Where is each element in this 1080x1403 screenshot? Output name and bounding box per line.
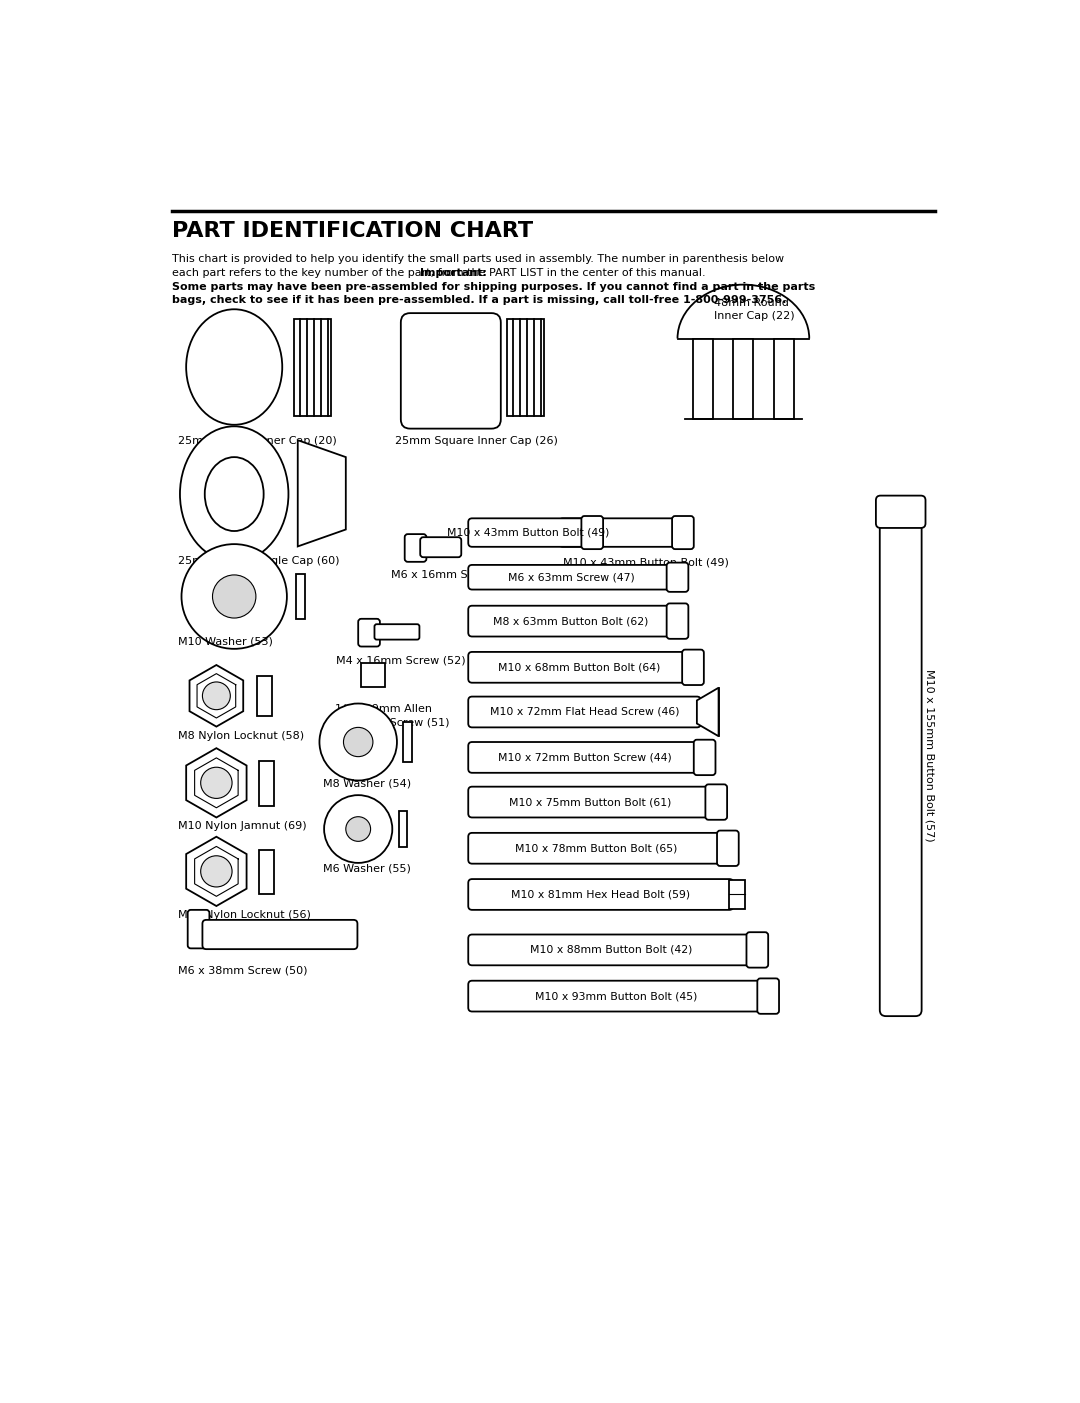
Ellipse shape (213, 575, 256, 619)
Text: M6 x 16mm Screw (48): M6 x 16mm Screw (48) (391, 570, 521, 579)
Bar (693, 338, 713, 419)
Text: M4 x 16mm Screw (52): M4 x 16mm Screw (52) (337, 655, 467, 666)
Text: Head Set Screw (51): Head Set Screw (51) (335, 717, 449, 727)
Bar (259, 762, 273, 805)
FancyBboxPatch shape (469, 518, 589, 547)
FancyBboxPatch shape (581, 516, 603, 549)
Text: M10 x 43mm Button Bolt (49): M10 x 43mm Button Bolt (49) (563, 558, 729, 568)
FancyBboxPatch shape (469, 833, 724, 864)
FancyBboxPatch shape (705, 784, 727, 819)
FancyBboxPatch shape (359, 619, 380, 647)
Polygon shape (186, 748, 246, 818)
FancyBboxPatch shape (683, 650, 704, 685)
Bar (773, 338, 794, 419)
Bar (729, 880, 745, 909)
Polygon shape (697, 687, 718, 737)
Text: M10 x 78mm Button Bolt (65): M10 x 78mm Button Bolt (65) (515, 843, 677, 853)
Bar (257, 676, 272, 716)
Text: M6 Washer (55): M6 Washer (55) (323, 864, 410, 874)
Text: Inner Cap (22): Inner Cap (22) (714, 311, 795, 321)
Bar (403, 723, 411, 762)
Bar (507, 318, 544, 415)
FancyBboxPatch shape (188, 911, 210, 948)
FancyBboxPatch shape (469, 742, 701, 773)
Text: M10 x 75mm Button Bolt (61): M10 x 75mm Button Bolt (61) (509, 797, 672, 807)
Ellipse shape (320, 703, 397, 780)
Text: M10 x 72mm Button Screw (44): M10 x 72mm Button Screw (44) (498, 752, 672, 762)
Text: bags, check to see if it has been pre-assembled. If a part is missing, call toll: bags, check to see if it has been pre-as… (172, 296, 786, 306)
Bar (399, 811, 407, 847)
Text: M10 x 81mm Hex Head Bolt (59): M10 x 81mm Hex Head Bolt (59) (511, 890, 690, 899)
Text: 48mm Round: 48mm Round (714, 297, 788, 307)
Text: M8 x 63mm Button Bolt (62): M8 x 63mm Button Bolt (62) (494, 616, 649, 626)
Polygon shape (189, 665, 243, 727)
Text: M10 x 43mm Button Bolt (49): M10 x 43mm Button Bolt (49) (447, 528, 609, 537)
Text: Important:: Important: (420, 268, 487, 278)
Ellipse shape (346, 817, 370, 842)
Text: M10 x 88mm Button Bolt (42): M10 x 88mm Button Bolt (42) (529, 944, 692, 955)
FancyBboxPatch shape (666, 603, 688, 638)
FancyBboxPatch shape (469, 981, 765, 1012)
FancyBboxPatch shape (469, 652, 689, 683)
Ellipse shape (180, 427, 288, 561)
Text: 25mm Round Angle Cap (60): 25mm Round Angle Cap (60) (177, 556, 339, 565)
Ellipse shape (201, 856, 232, 887)
FancyBboxPatch shape (469, 880, 733, 911)
FancyBboxPatch shape (672, 516, 693, 549)
Ellipse shape (181, 544, 287, 648)
Text: 25mm Square Inner Cap (26): 25mm Square Inner Cap (26) (394, 436, 557, 446)
Bar (294, 318, 332, 415)
Text: M8 Nylon Locknut (58): M8 Nylon Locknut (58) (177, 731, 303, 741)
Text: M8 Washer (54): M8 Washer (54) (323, 779, 410, 788)
FancyBboxPatch shape (420, 537, 461, 557)
FancyBboxPatch shape (469, 565, 674, 589)
Text: M6 x 63mm Screw (47): M6 x 63mm Screw (47) (508, 572, 634, 582)
Ellipse shape (343, 727, 373, 756)
Text: M10 x 93mm Button Bolt (45): M10 x 93mm Button Bolt (45) (535, 991, 698, 1002)
Bar (259, 850, 273, 895)
Text: M10 x 155mm Button Bolt (57): M10 x 155mm Button Bolt (57) (924, 669, 934, 842)
FancyBboxPatch shape (559, 518, 679, 547)
Text: each part refers to the key number of the part, from the PART LIST in the center: each part refers to the key number of th… (172, 268, 710, 278)
Ellipse shape (202, 682, 230, 710)
Ellipse shape (186, 309, 282, 425)
Text: M10 Washer (53): M10 Washer (53) (177, 637, 272, 647)
FancyBboxPatch shape (693, 739, 715, 774)
FancyBboxPatch shape (746, 932, 768, 968)
Text: 25mm Round Inner Cap (20): 25mm Round Inner Cap (20) (177, 436, 336, 446)
FancyBboxPatch shape (880, 518, 921, 1016)
Text: This chart is provided to help you identify the small parts used in assembly. Th: This chart is provided to help you ident… (172, 254, 784, 264)
Text: 1/4" x 9mm Allen: 1/4" x 9mm Allen (335, 703, 432, 714)
FancyBboxPatch shape (202, 920, 357, 950)
FancyBboxPatch shape (876, 495, 926, 528)
Ellipse shape (205, 457, 264, 530)
FancyBboxPatch shape (469, 787, 713, 818)
Ellipse shape (324, 796, 392, 863)
Ellipse shape (201, 767, 232, 798)
Text: M10 Nylon Locknut (56): M10 Nylon Locknut (56) (177, 911, 311, 920)
Text: M10 Nylon Jamnut (69): M10 Nylon Jamnut (69) (177, 821, 307, 832)
FancyBboxPatch shape (469, 934, 754, 965)
Text: M10 x 68mm Button Bolt (64): M10 x 68mm Button Bolt (64) (498, 662, 660, 672)
FancyBboxPatch shape (469, 696, 701, 727)
FancyBboxPatch shape (717, 831, 739, 866)
FancyBboxPatch shape (401, 313, 501, 429)
Text: Some parts may have been pre-assembled for shipping purposes. If you cannot find: Some parts may have been pre-assembled f… (172, 282, 815, 292)
Bar (296, 574, 305, 619)
FancyBboxPatch shape (757, 978, 779, 1014)
Polygon shape (186, 836, 246, 906)
FancyBboxPatch shape (375, 624, 419, 640)
Bar (733, 338, 754, 419)
FancyBboxPatch shape (666, 563, 688, 592)
FancyBboxPatch shape (405, 535, 427, 561)
FancyBboxPatch shape (469, 606, 674, 637)
Text: M10 x 72mm Flat Head Screw (46): M10 x 72mm Flat Head Screw (46) (489, 707, 679, 717)
Text: M6 x 38mm Screw (50): M6 x 38mm Screw (50) (177, 965, 307, 975)
Polygon shape (298, 441, 346, 546)
Bar (362, 664, 384, 686)
Text: PART IDENTIFICATION CHART: PART IDENTIFICATION CHART (172, 220, 534, 241)
